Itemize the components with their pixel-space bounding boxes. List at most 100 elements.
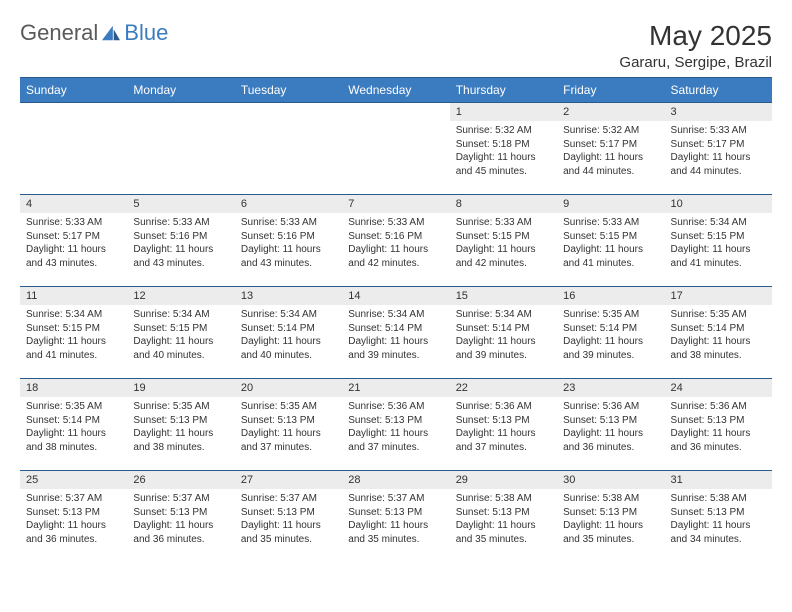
day-header-row: Sunday Monday Tuesday Wednesday Thursday… [20, 78, 772, 103]
day-details: Sunrise: 5:34 AMSunset: 5:14 PMDaylight:… [450, 305, 557, 366]
day-details: Sunrise: 5:37 AMSunset: 5:13 PMDaylight:… [342, 489, 449, 550]
calendar-day-cell: 18Sunrise: 5:35 AMSunset: 5:14 PMDayligh… [20, 379, 127, 471]
day-details: Sunrise: 5:36 AMSunset: 5:13 PMDaylight:… [342, 397, 449, 458]
calendar-day-cell: 27Sunrise: 5:37 AMSunset: 5:13 PMDayligh… [235, 471, 342, 563]
calendar-day-cell: 4Sunrise: 5:33 AMSunset: 5:17 PMDaylight… [20, 195, 127, 287]
day-details: Sunrise: 5:35 AMSunset: 5:13 PMDaylight:… [235, 397, 342, 458]
logo: General Blue [20, 20, 168, 46]
calendar-day-cell: 5Sunrise: 5:33 AMSunset: 5:16 PMDaylight… [127, 195, 234, 287]
day-number: 24 [665, 379, 772, 397]
day-header: Monday [127, 78, 234, 103]
day-details: Sunrise: 5:34 AMSunset: 5:15 PMDaylight:… [665, 213, 772, 274]
calendar-day-cell: 23Sunrise: 5:36 AMSunset: 5:13 PMDayligh… [557, 379, 664, 471]
day-details: Sunrise: 5:35 AMSunset: 5:13 PMDaylight:… [127, 397, 234, 458]
calendar-day-cell: 1Sunrise: 5:32 AMSunset: 5:18 PMDaylight… [450, 103, 557, 195]
calendar-week-row: 18Sunrise: 5:35 AMSunset: 5:14 PMDayligh… [20, 379, 772, 471]
day-details: Sunrise: 5:37 AMSunset: 5:13 PMDaylight:… [235, 489, 342, 550]
day-number: 17 [665, 287, 772, 305]
calendar-day-cell: 22Sunrise: 5:36 AMSunset: 5:13 PMDayligh… [450, 379, 557, 471]
day-number: 13 [235, 287, 342, 305]
day-details: Sunrise: 5:33 AMSunset: 5:16 PMDaylight:… [235, 213, 342, 274]
day-details: Sunrise: 5:35 AMSunset: 5:14 PMDaylight:… [665, 305, 772, 366]
day-header: Friday [557, 78, 664, 103]
calendar-day-cell [342, 103, 449, 195]
day-number: 11 [20, 287, 127, 305]
day-details: Sunrise: 5:36 AMSunset: 5:13 PMDaylight:… [557, 397, 664, 458]
day-number: 2 [557, 103, 664, 121]
day-number: 23 [557, 379, 664, 397]
logo-sail-icon [100, 24, 122, 42]
day-number: 28 [342, 471, 449, 489]
calendar-day-cell: 12Sunrise: 5:34 AMSunset: 5:15 PMDayligh… [127, 287, 234, 379]
day-details: Sunrise: 5:33 AMSunset: 5:16 PMDaylight:… [342, 213, 449, 274]
calendar-day-cell: 2Sunrise: 5:32 AMSunset: 5:17 PMDaylight… [557, 103, 664, 195]
calendar-day-cell: 31Sunrise: 5:38 AMSunset: 5:13 PMDayligh… [665, 471, 772, 563]
calendar-day-cell: 28Sunrise: 5:37 AMSunset: 5:13 PMDayligh… [342, 471, 449, 563]
day-number: 25 [20, 471, 127, 489]
day-details: Sunrise: 5:36 AMSunset: 5:13 PMDaylight:… [450, 397, 557, 458]
day-details: Sunrise: 5:37 AMSunset: 5:13 PMDaylight:… [20, 489, 127, 550]
day-details: Sunrise: 5:36 AMSunset: 5:13 PMDaylight:… [665, 397, 772, 458]
day-details: Sunrise: 5:33 AMSunset: 5:15 PMDaylight:… [450, 213, 557, 274]
calendar-day-cell [20, 103, 127, 195]
day-details: Sunrise: 5:32 AMSunset: 5:17 PMDaylight:… [557, 121, 664, 182]
header: General Blue May 2025 Gararu, Sergipe, B… [20, 20, 772, 71]
day-details: Sunrise: 5:35 AMSunset: 5:14 PMDaylight:… [557, 305, 664, 366]
day-details: Sunrise: 5:34 AMSunset: 5:14 PMDaylight:… [235, 305, 342, 366]
day-header: Thursday [450, 78, 557, 103]
day-number: 1 [450, 103, 557, 121]
calendar-day-cell: 25Sunrise: 5:37 AMSunset: 5:13 PMDayligh… [20, 471, 127, 563]
calendar-day-cell: 24Sunrise: 5:36 AMSunset: 5:13 PMDayligh… [665, 379, 772, 471]
day-header: Tuesday [235, 78, 342, 103]
calendar-day-cell [235, 103, 342, 195]
day-number: 31 [665, 471, 772, 489]
calendar-week-row: 1Sunrise: 5:32 AMSunset: 5:18 PMDaylight… [20, 103, 772, 195]
logo-text-general: General [20, 20, 98, 46]
month-title: May 2025 [619, 20, 772, 52]
day-number: 12 [127, 287, 234, 305]
day-number: 7 [342, 195, 449, 213]
title-block: May 2025 Gararu, Sergipe, Brazil [619, 20, 772, 71]
day-number: 10 [665, 195, 772, 213]
calendar-day-cell: 13Sunrise: 5:34 AMSunset: 5:14 PMDayligh… [235, 287, 342, 379]
calendar-day-cell: 30Sunrise: 5:38 AMSunset: 5:13 PMDayligh… [557, 471, 664, 563]
day-details: Sunrise: 5:33 AMSunset: 5:15 PMDaylight:… [557, 213, 664, 274]
day-details: Sunrise: 5:33 AMSunset: 5:16 PMDaylight:… [127, 213, 234, 274]
day-number: 4 [20, 195, 127, 213]
calendar-day-cell: 7Sunrise: 5:33 AMSunset: 5:16 PMDaylight… [342, 195, 449, 287]
calendar-day-cell: 19Sunrise: 5:35 AMSunset: 5:13 PMDayligh… [127, 379, 234, 471]
day-details: Sunrise: 5:32 AMSunset: 5:18 PMDaylight:… [450, 121, 557, 182]
calendar-week-row: 11Sunrise: 5:34 AMSunset: 5:15 PMDayligh… [20, 287, 772, 379]
day-number: 22 [450, 379, 557, 397]
calendar-day-cell: 6Sunrise: 5:33 AMSunset: 5:16 PMDaylight… [235, 195, 342, 287]
calendar-day-cell: 21Sunrise: 5:36 AMSunset: 5:13 PMDayligh… [342, 379, 449, 471]
calendar-day-cell: 9Sunrise: 5:33 AMSunset: 5:15 PMDaylight… [557, 195, 664, 287]
day-details: Sunrise: 5:34 AMSunset: 5:15 PMDaylight:… [127, 305, 234, 366]
day-number: 3 [665, 103, 772, 121]
calendar-day-cell: 29Sunrise: 5:38 AMSunset: 5:13 PMDayligh… [450, 471, 557, 563]
day-number: 14 [342, 287, 449, 305]
day-number: 26 [127, 471, 234, 489]
day-number: 8 [450, 195, 557, 213]
calendar-table: Sunday Monday Tuesday Wednesday Thursday… [20, 77, 772, 563]
day-number: 19 [127, 379, 234, 397]
day-header: Wednesday [342, 78, 449, 103]
day-details: Sunrise: 5:33 AMSunset: 5:17 PMDaylight:… [665, 121, 772, 182]
day-details: Sunrise: 5:38 AMSunset: 5:13 PMDaylight:… [665, 489, 772, 550]
calendar-day-cell: 14Sunrise: 5:34 AMSunset: 5:14 PMDayligh… [342, 287, 449, 379]
day-number: 15 [450, 287, 557, 305]
day-details: Sunrise: 5:33 AMSunset: 5:17 PMDaylight:… [20, 213, 127, 274]
calendar-day-cell: 10Sunrise: 5:34 AMSunset: 5:15 PMDayligh… [665, 195, 772, 287]
day-details: Sunrise: 5:35 AMSunset: 5:14 PMDaylight:… [20, 397, 127, 458]
calendar-day-cell: 17Sunrise: 5:35 AMSunset: 5:14 PMDayligh… [665, 287, 772, 379]
day-number: 5 [127, 195, 234, 213]
day-details: Sunrise: 5:34 AMSunset: 5:15 PMDaylight:… [20, 305, 127, 366]
day-number: 18 [20, 379, 127, 397]
day-details: Sunrise: 5:38 AMSunset: 5:13 PMDaylight:… [557, 489, 664, 550]
day-number: 27 [235, 471, 342, 489]
day-number: 6 [235, 195, 342, 213]
calendar-day-cell: 16Sunrise: 5:35 AMSunset: 5:14 PMDayligh… [557, 287, 664, 379]
calendar-day-cell: 20Sunrise: 5:35 AMSunset: 5:13 PMDayligh… [235, 379, 342, 471]
location-text: Gararu, Sergipe, Brazil [619, 54, 772, 71]
calendar-day-cell: 11Sunrise: 5:34 AMSunset: 5:15 PMDayligh… [20, 287, 127, 379]
